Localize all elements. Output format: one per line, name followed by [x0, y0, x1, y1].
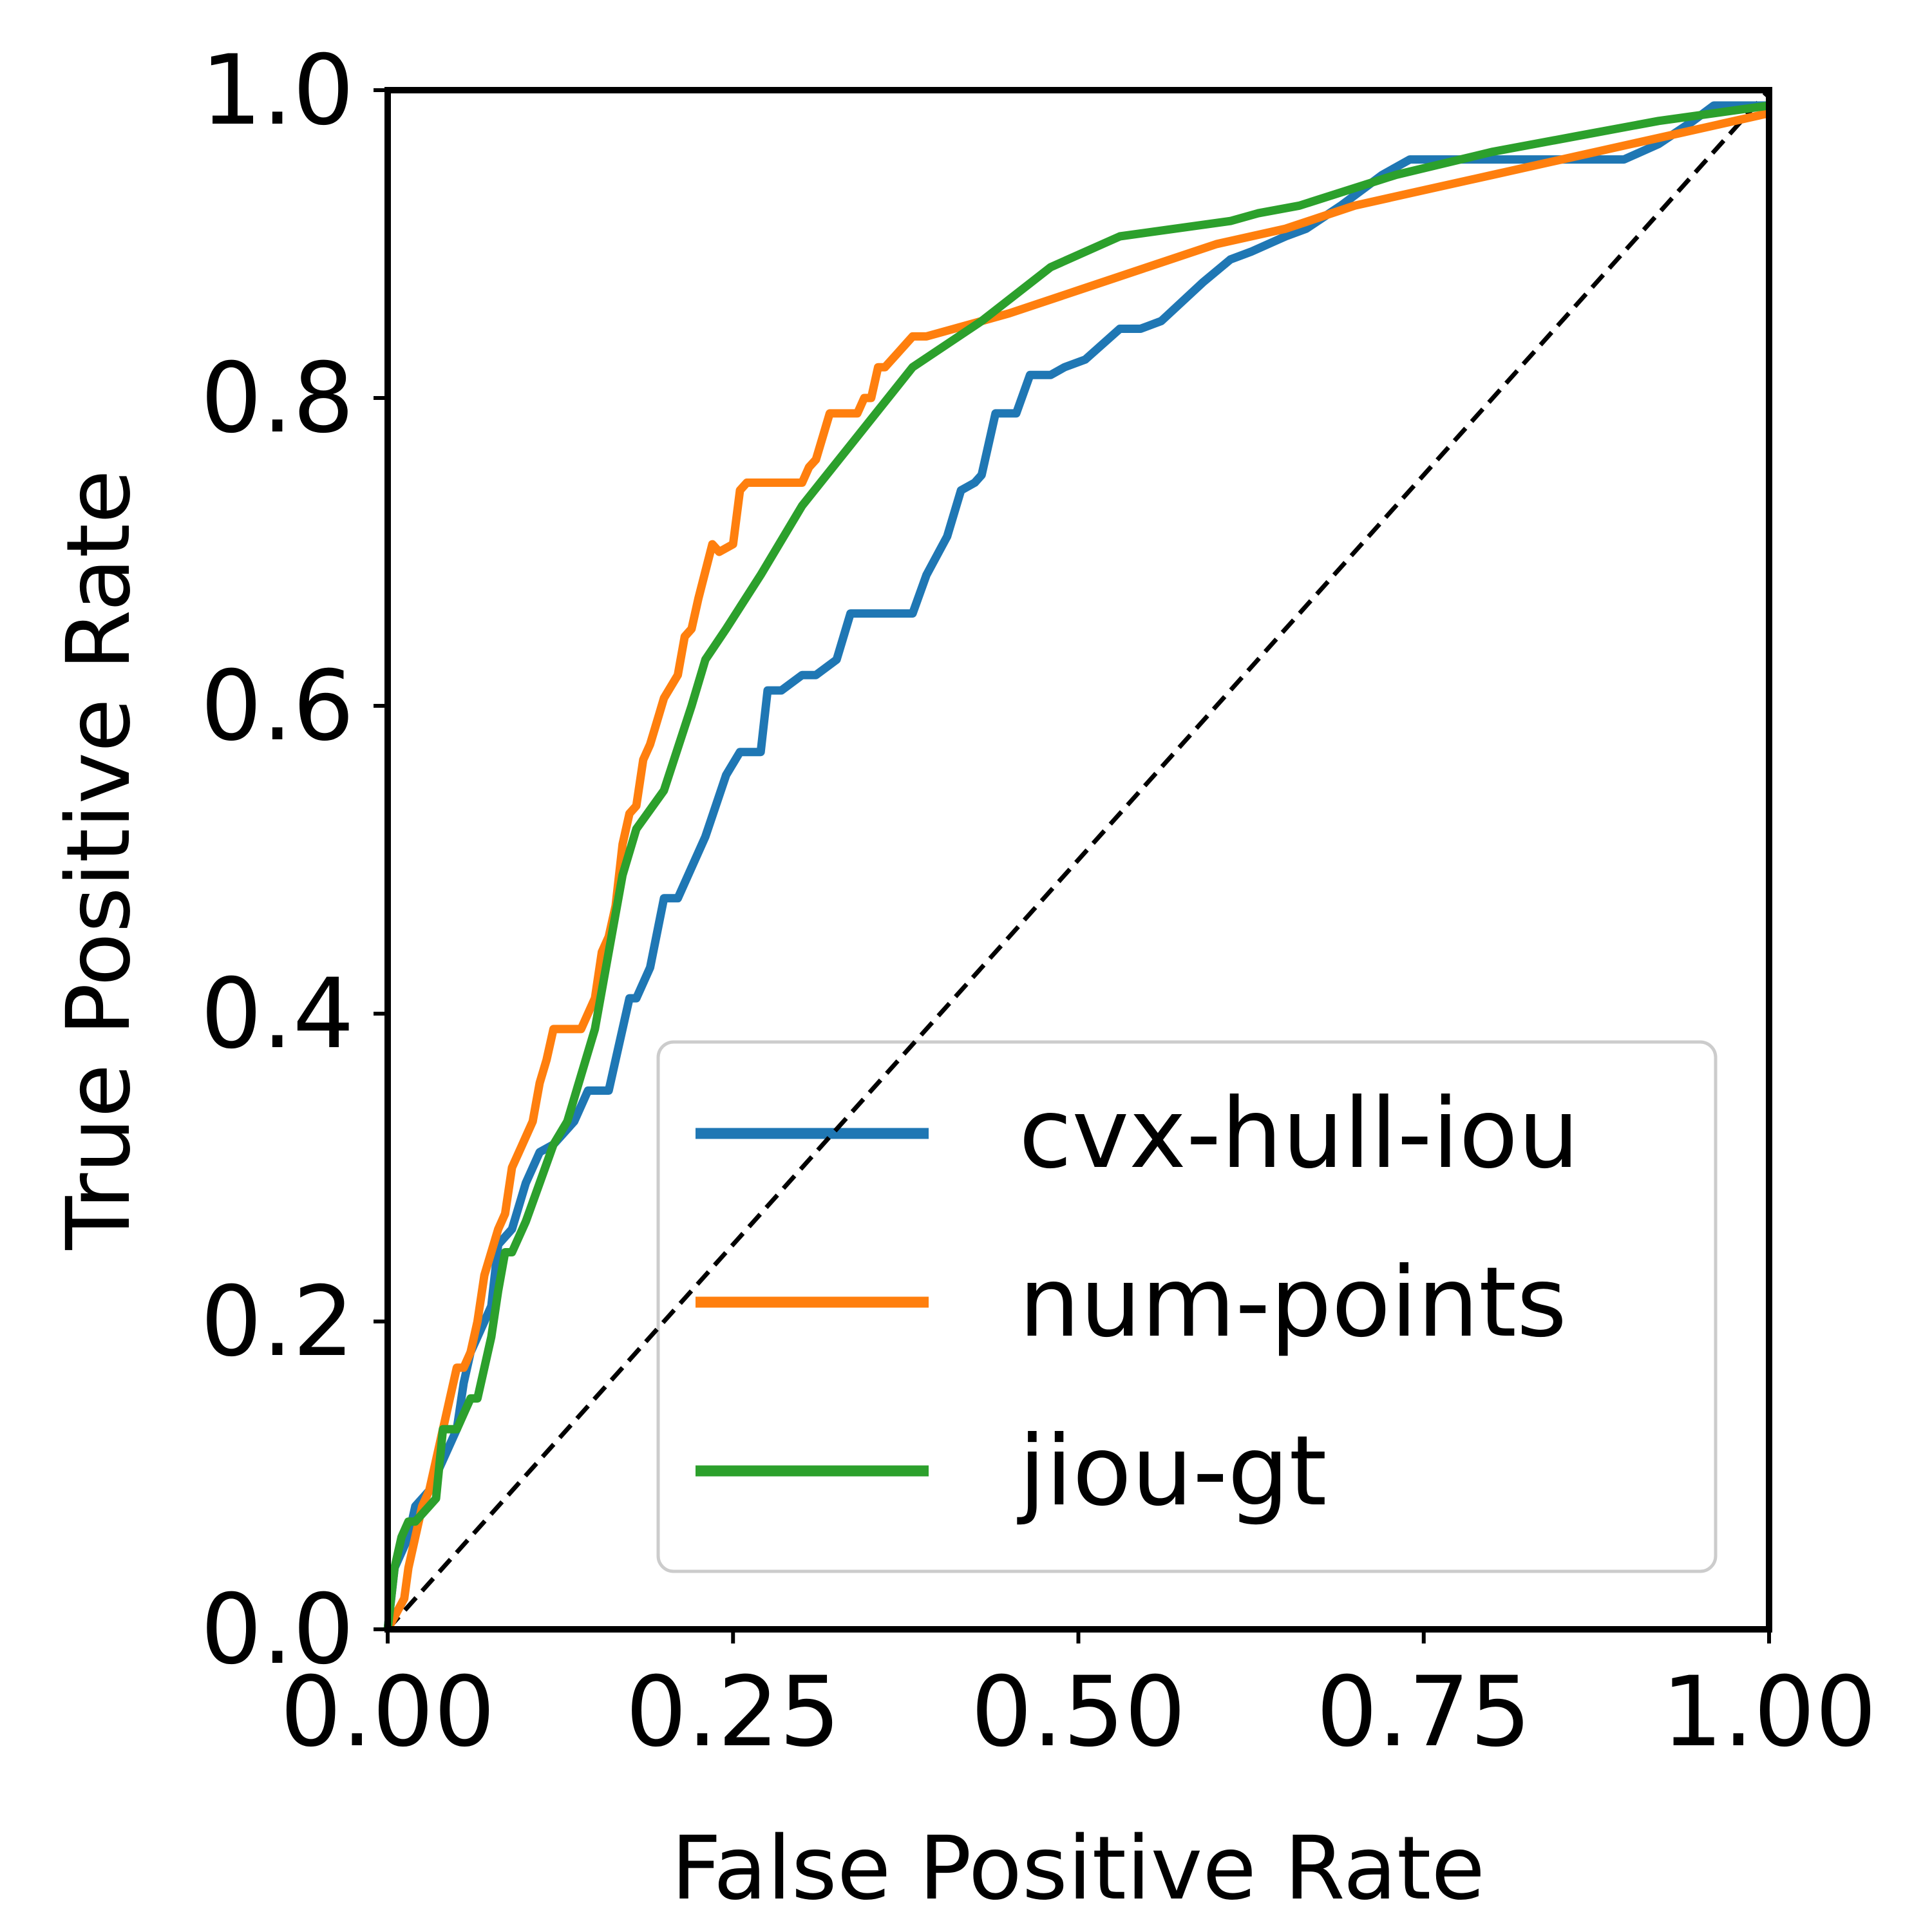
chance-line — [386, 88, 1771, 1631]
x-axis: 0.00 0.25 0.50 0.75 1.00 — [280, 1629, 1877, 1768]
y-tick-label: 0.2 — [200, 1266, 354, 1378]
series-line-cvx-hull-iou — [383, 101, 1769, 1630]
x-tick-label: 1.00 — [1662, 1656, 1877, 1768]
legend-box — [656, 1040, 1718, 1573]
y-tick-label: 1.0 — [200, 35, 354, 147]
y-tick-label: 0.4 — [200, 958, 354, 1070]
series-group — [383, 101, 1770, 1632]
y-tick-label: 0.8 — [200, 343, 354, 455]
series-line-num-points — [384, 109, 1770, 1632]
plot-area: cvx-hull-iou num-points jiou-gt — [383, 87, 1772, 1633]
legend-label: cvx-hull-iou — [1019, 1078, 1579, 1190]
y-tick-label: 0.0 — [200, 1574, 354, 1686]
series-line-jiou-gt — [383, 101, 1770, 1630]
y-tick-label: 0.6 — [200, 650, 354, 762]
x-tick-label: 0.00 — [280, 1656, 495, 1768]
y-axis-label: True Positive Rate — [48, 469, 150, 1250]
x-tick-label: 0.50 — [971, 1656, 1186, 1768]
legend-label: jiou-gt — [1017, 1416, 1327, 1528]
x-tick-label: 0.25 — [625, 1656, 840, 1768]
x-tick-label: 0.75 — [1316, 1656, 1531, 1768]
y-axis: 0.0 0.2 0.4 0.6 0.8 1.0 — [200, 35, 388, 1686]
legend-label: num-points — [1019, 1247, 1567, 1359]
x-axis-label: False Positive Rate — [671, 1818, 1485, 1920]
legend: cvx-hull-iou num-points jiou-gt — [656, 1040, 1718, 1573]
